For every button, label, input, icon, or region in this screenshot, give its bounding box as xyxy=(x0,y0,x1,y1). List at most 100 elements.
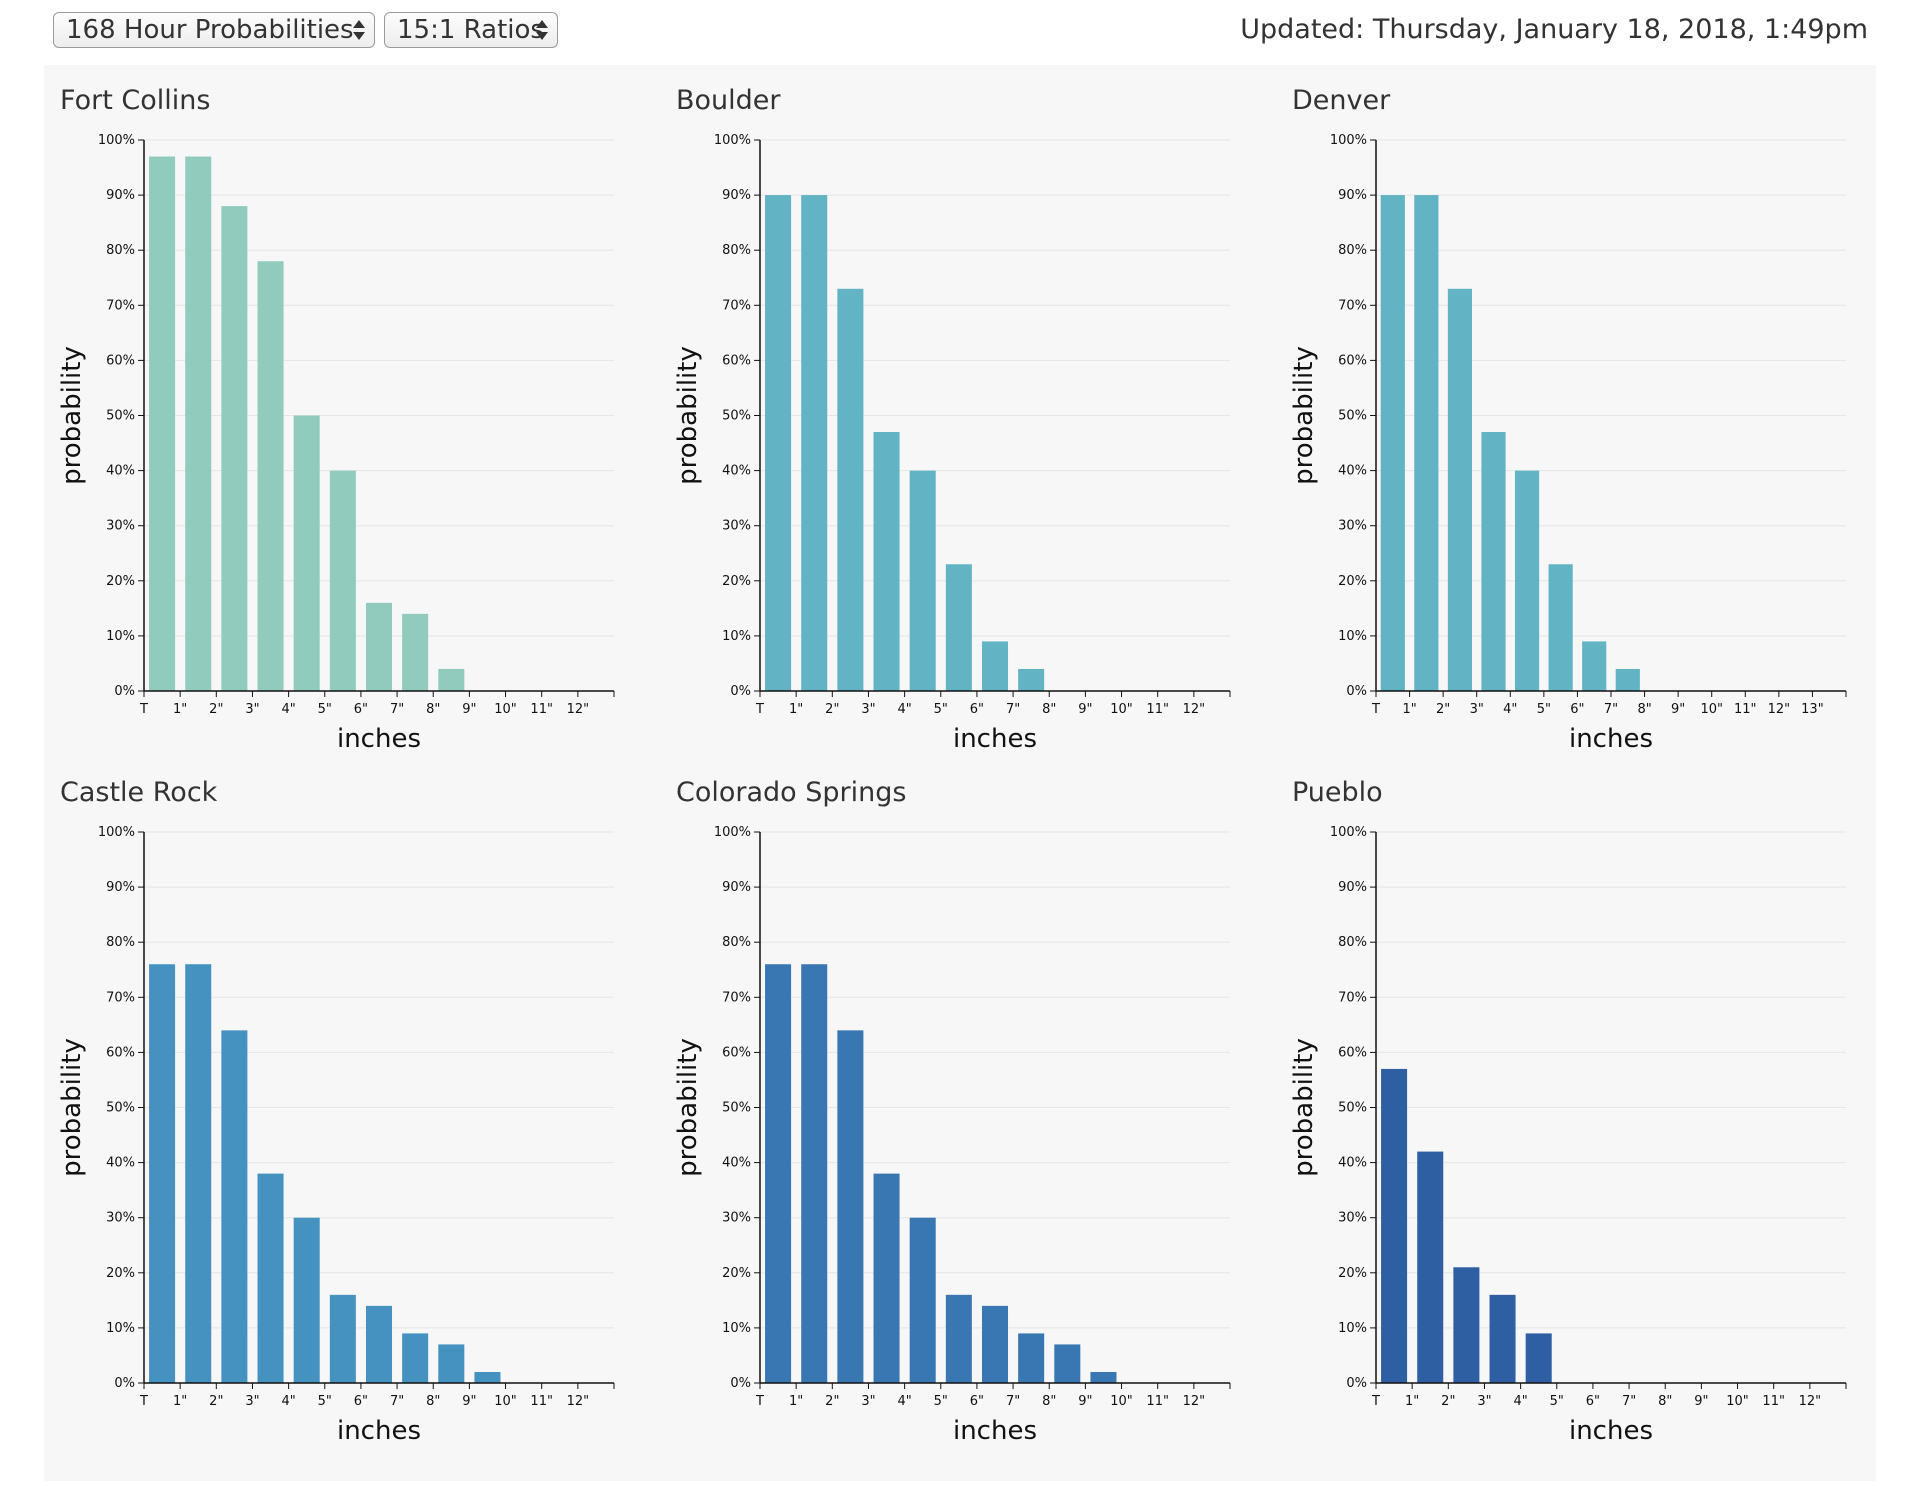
y-tick-label: 0% xyxy=(730,684,751,699)
y-tick-label: 20% xyxy=(106,1266,135,1281)
y-tick-label: 10% xyxy=(1338,629,1367,644)
x-tick-label: 8" xyxy=(1042,1394,1056,1409)
y-tick-label: 70% xyxy=(106,990,135,1005)
bar xyxy=(149,156,176,691)
y-tick-label: 30% xyxy=(722,1211,751,1226)
bar xyxy=(438,1344,465,1383)
x-tick-label: 9" xyxy=(1078,702,1092,717)
chart-title: Colorado Springs xyxy=(676,777,907,808)
y-tick-label: 100% xyxy=(98,825,135,840)
chart-title: Boulder xyxy=(676,85,781,116)
bar-chart-svg: 0% 10% 20% 30% 40% 50% 60% 70% 80% 90% 100% T 1" 2" 3"… xyxy=(673,133,1231,754)
y-tick-label: 0% xyxy=(1346,684,1367,699)
x-tick-label: 7" xyxy=(1622,1394,1636,1409)
x-axis-label: inches xyxy=(953,1416,1037,1446)
x-tick-label: 2" xyxy=(1441,1394,1455,1409)
y-tick-label: 40% xyxy=(1338,464,1367,479)
bar xyxy=(1090,1371,1117,1383)
bar xyxy=(1548,564,1573,691)
x-tick-label: 9" xyxy=(462,1394,476,1409)
x-tick-label: 11" xyxy=(1146,702,1169,717)
select-arrows-icon xyxy=(352,19,366,41)
y-tick-label: 30% xyxy=(1338,519,1367,534)
y-tick-label: 90% xyxy=(722,188,751,203)
bar xyxy=(873,432,900,691)
x-tick-label: 8" xyxy=(1658,1394,1672,1409)
x-tick-label: 2" xyxy=(209,1394,223,1409)
y-tick-label: 0% xyxy=(114,1376,135,1391)
bar-chart-svg: 0% 10% 20% 30% 40% 50% 60% 70% 80% 90% 100% T 1" 2" 3"… xyxy=(673,825,1231,1446)
x-tick-label: 4" xyxy=(281,702,295,717)
y-axis-label: probability xyxy=(57,1038,87,1177)
bar xyxy=(149,964,176,1383)
y-tick-label: 70% xyxy=(1338,298,1367,313)
period-select[interactable]: 168 Hour Probabilities xyxy=(53,12,375,48)
x-tick-label: T xyxy=(139,702,148,717)
x-tick-label: 5" xyxy=(934,1394,948,1409)
bar xyxy=(1417,1151,1444,1383)
x-tick-label: 7" xyxy=(1006,1394,1020,1409)
y-tick-label: 60% xyxy=(106,1045,135,1060)
chart-fort-collins: Fort Collins 0% 10% 20% 30% 40% 50% 60% 70% 80% 9… xyxy=(44,65,644,755)
x-tick-label: 10" xyxy=(494,702,517,717)
x-tick-label: 3" xyxy=(245,1394,259,1409)
y-tick-label: 50% xyxy=(722,409,751,424)
bar xyxy=(329,470,356,691)
y-tick-label: 10% xyxy=(106,629,135,644)
x-tick-label: 9" xyxy=(1671,702,1685,717)
bar xyxy=(1018,668,1045,691)
y-tick-label: 10% xyxy=(722,1321,751,1336)
y-tick-label: 90% xyxy=(106,880,135,895)
x-tick-label: 2" xyxy=(825,702,839,717)
x-tick-label: 11" xyxy=(1762,1394,1785,1409)
y-tick-label: 40% xyxy=(106,1156,135,1171)
y-tick-label: 0% xyxy=(114,684,135,699)
y-tick-label: 40% xyxy=(1338,1156,1367,1171)
y-axis-label: probability xyxy=(57,346,87,485)
bar xyxy=(765,195,792,691)
bar xyxy=(438,668,465,691)
bar xyxy=(185,156,212,691)
x-tick-label: 4" xyxy=(281,1394,295,1409)
y-tick-label: 50% xyxy=(106,1101,135,1116)
y-tick-label: 40% xyxy=(106,464,135,479)
charts-panel: Fort Collins 0% 10% 20% 30% 40% 50% 60% 70% 80% 9… xyxy=(44,65,1876,1481)
y-tick-label: 90% xyxy=(722,880,751,895)
bar xyxy=(1447,288,1473,691)
bar xyxy=(837,288,864,691)
bar xyxy=(474,1371,501,1383)
y-tick-label: 100% xyxy=(714,133,751,148)
y-tick-label: 90% xyxy=(1338,880,1367,895)
y-tick-label: 60% xyxy=(1338,1045,1367,1060)
y-tick-label: 50% xyxy=(1338,409,1367,424)
bar xyxy=(221,206,248,691)
x-tick-label: 12" xyxy=(567,1394,590,1409)
y-tick-label: 20% xyxy=(1338,574,1367,589)
bar xyxy=(293,415,320,691)
ratio-select[interactable]: 15:1 Ratios xyxy=(384,12,558,48)
ratio-select-value: 15:1 Ratios xyxy=(397,15,544,45)
bar xyxy=(1054,1344,1081,1383)
y-tick-label: 50% xyxy=(722,1101,751,1116)
bar xyxy=(257,1173,284,1383)
bar xyxy=(1489,1294,1516,1383)
x-axis-label: inches xyxy=(337,1416,421,1446)
x-axis-label: inches xyxy=(337,724,421,754)
x-tick-label: 7" xyxy=(390,1394,404,1409)
y-tick-label: 30% xyxy=(722,519,751,534)
bar xyxy=(1615,668,1640,691)
y-tick-label: 30% xyxy=(106,1211,135,1226)
bar xyxy=(365,602,393,691)
x-tick-label: T xyxy=(1371,702,1380,717)
x-tick-label: 12" xyxy=(567,702,590,717)
y-tick-label: 80% xyxy=(722,243,751,258)
x-tick-label: 6" xyxy=(1570,702,1584,717)
x-tick-label: 3" xyxy=(861,1394,875,1409)
bar xyxy=(402,613,429,691)
y-tick-label: 100% xyxy=(98,133,135,148)
x-tick-label: T xyxy=(755,702,764,717)
y-tick-label: 60% xyxy=(722,1045,751,1060)
x-tick-label: 1" xyxy=(173,1394,187,1409)
x-tick-label: T xyxy=(755,1394,764,1409)
y-axis-label: probability xyxy=(673,1038,703,1177)
